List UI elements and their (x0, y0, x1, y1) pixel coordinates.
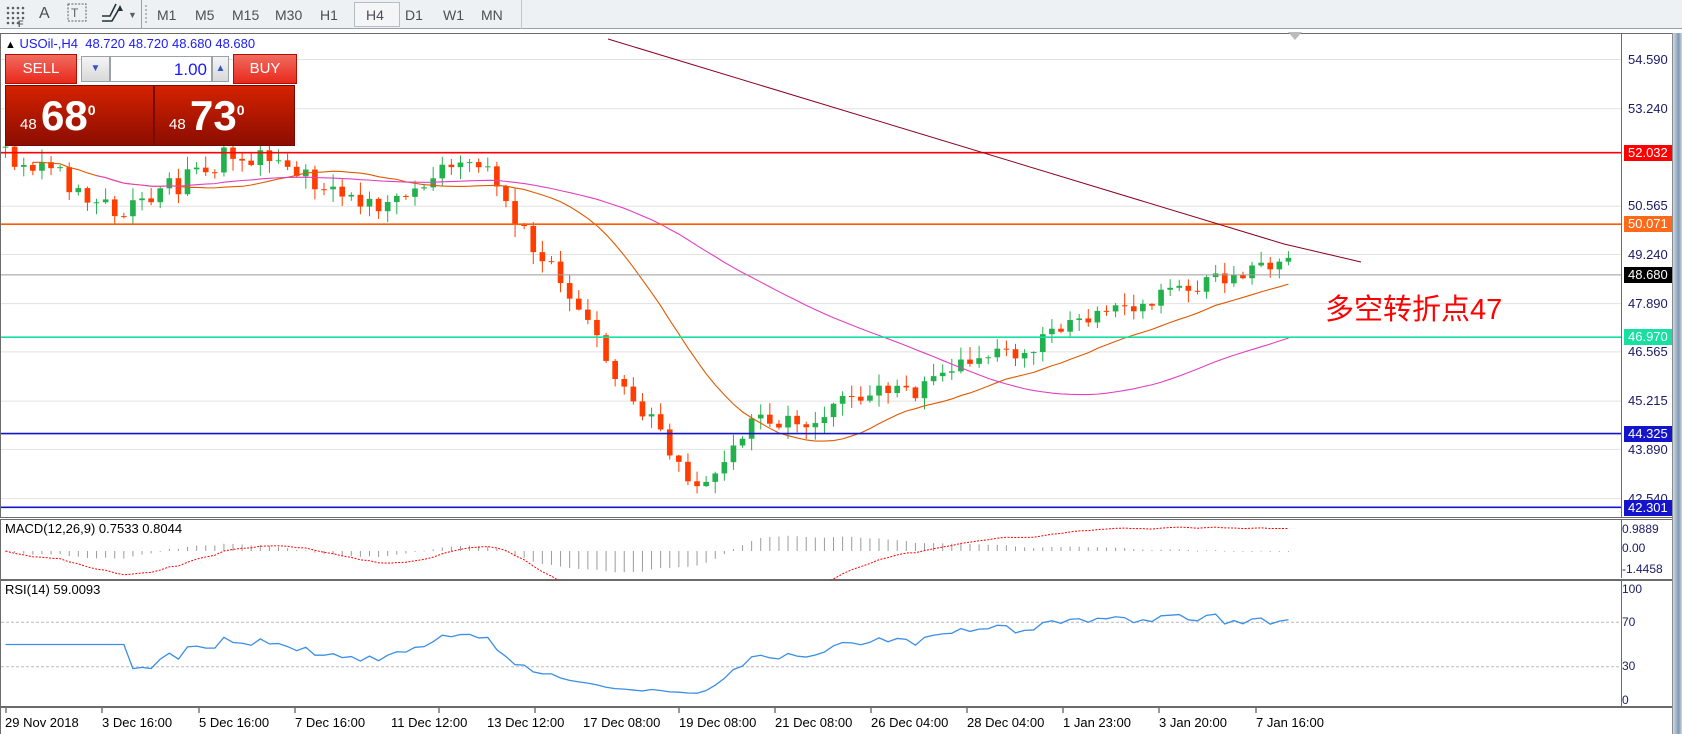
svg-text:F: F (18, 19, 24, 29)
svg-text:T: T (71, 6, 79, 20)
svg-text:多空转折点47: 多空转折点47 (1325, 293, 1502, 326)
